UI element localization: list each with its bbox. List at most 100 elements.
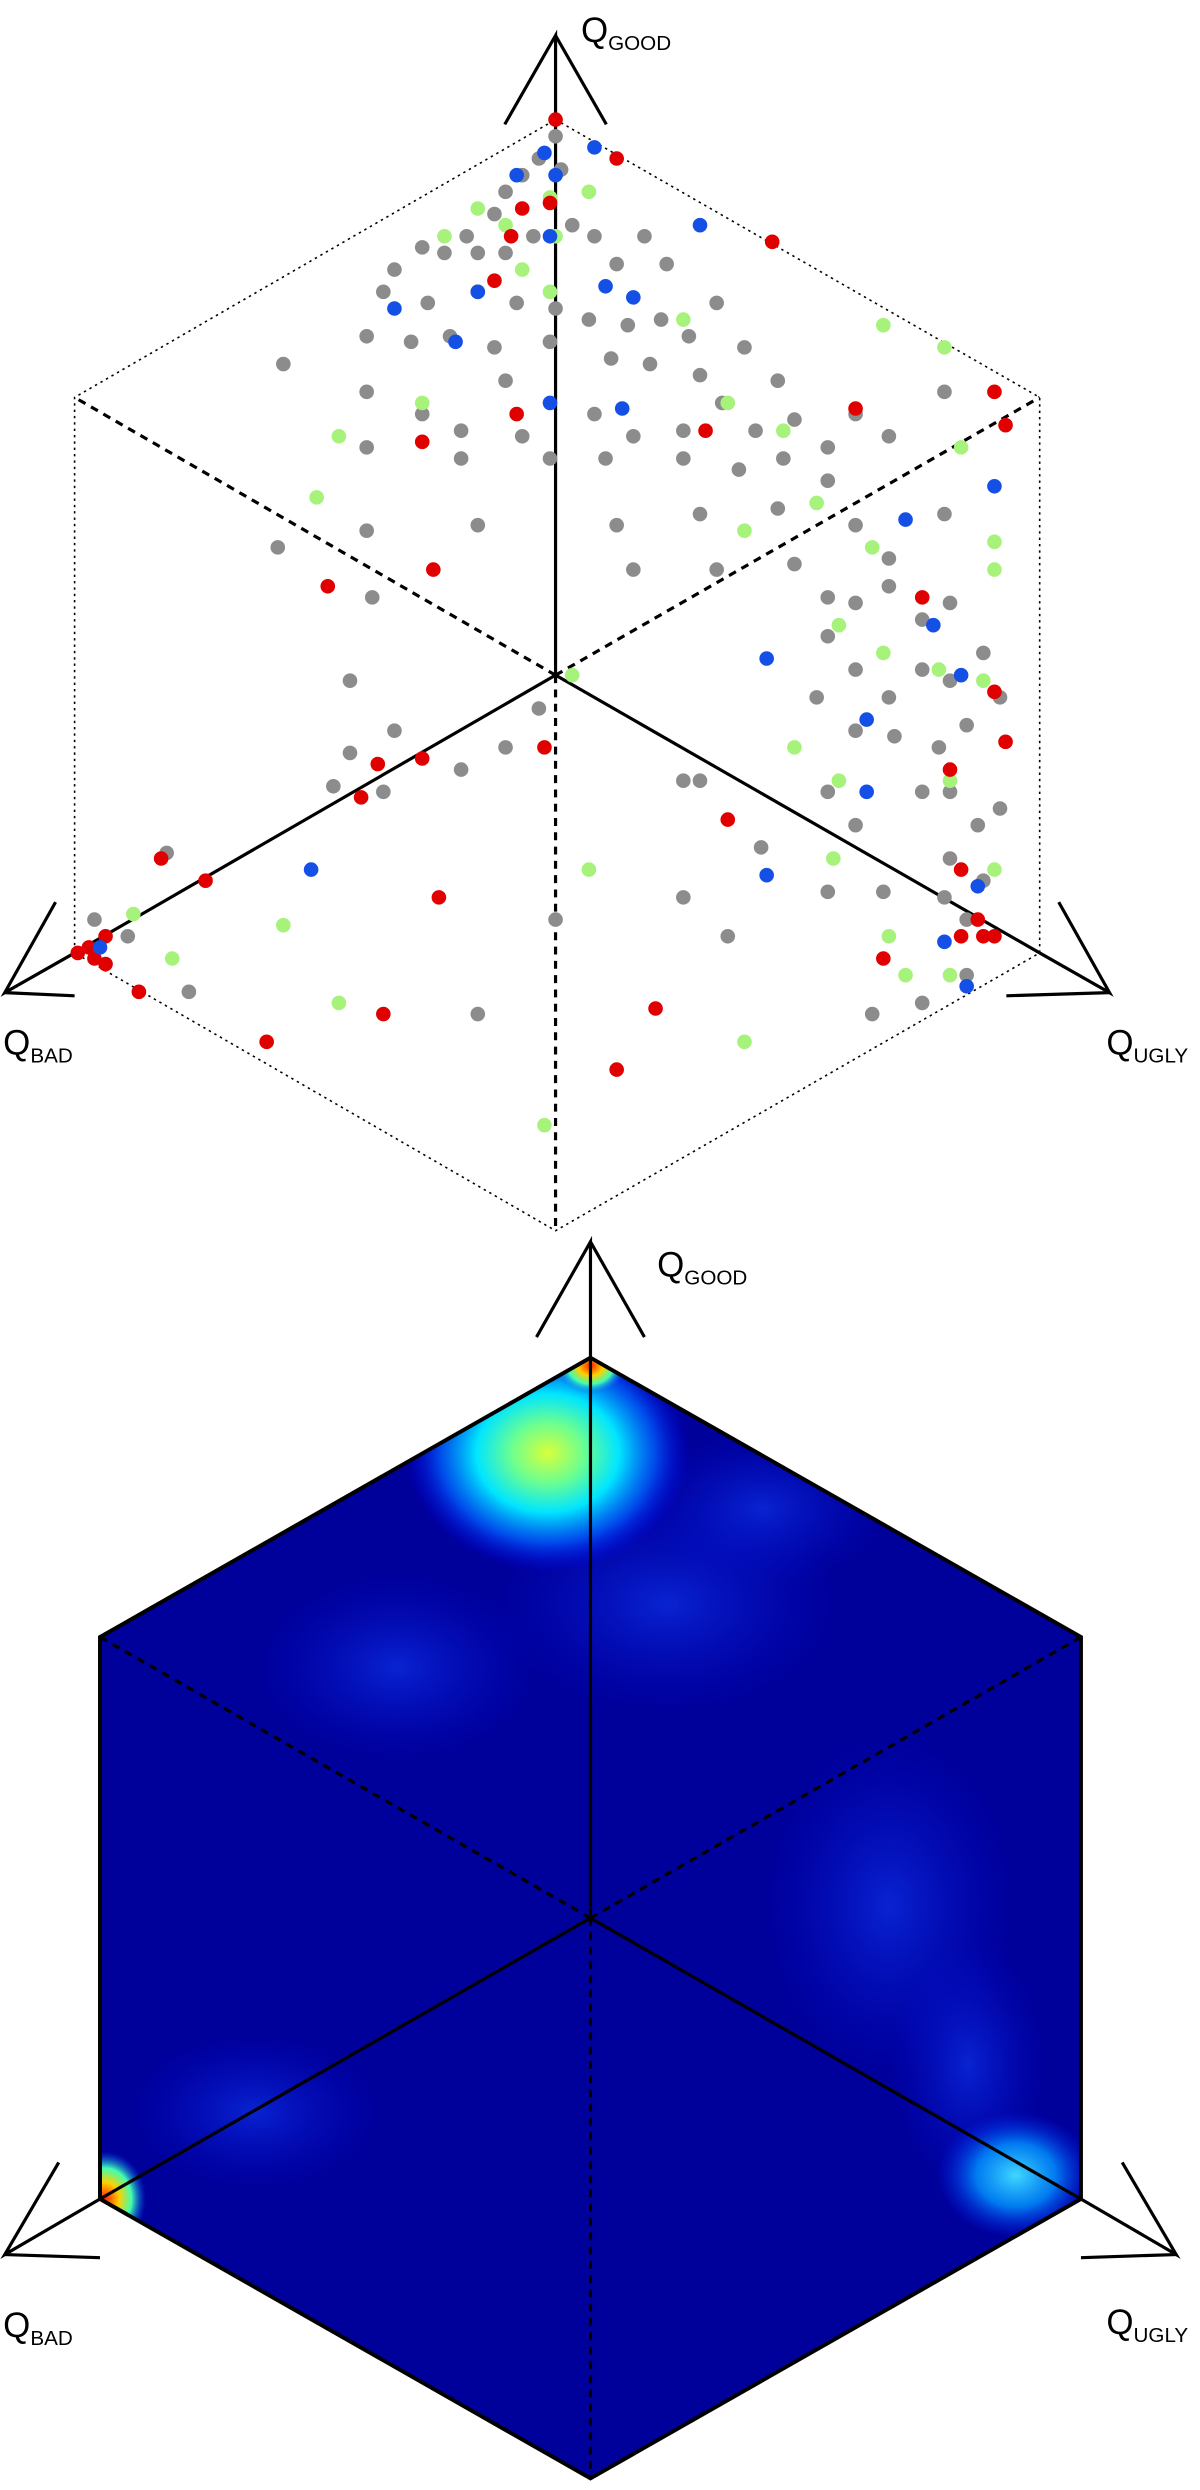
scatter-point — [498, 373, 513, 389]
scatter-point — [509, 167, 524, 183]
scatter-point — [548, 301, 563, 316]
scatter-point — [953, 928, 969, 944]
scatter-point — [959, 978, 974, 994]
scatter-point — [542, 395, 558, 411]
scatter-point — [403, 334, 419, 350]
scatter-point — [637, 228, 652, 244]
scatter-point — [514, 262, 530, 277]
scatter-point — [942, 967, 958, 983]
scatter-point — [859, 784, 874, 800]
scatter-point — [320, 578, 336, 594]
scatter-point — [753, 840, 769, 855]
scatter-point — [537, 740, 552, 755]
scatter-point — [987, 862, 1002, 877]
axis-label-main: Q — [1106, 2303, 1133, 2342]
scatter-point — [548, 128, 563, 144]
scatter-point — [942, 595, 958, 611]
scatter-point — [387, 301, 402, 316]
scatter-point — [776, 423, 791, 439]
scatter-point — [92, 940, 108, 955]
scatter-point — [587, 228, 602, 244]
scatter-point — [459, 228, 474, 244]
scatter-point — [864, 540, 880, 555]
scatter-point — [353, 790, 369, 805]
axis-label-sub: UGLY — [1134, 1044, 1189, 1067]
scatter-point — [881, 428, 897, 444]
scatter-point — [609, 1062, 624, 1077]
scatter-point — [153, 851, 169, 866]
scatter-point — [759, 651, 774, 666]
cube-frame — [0, 1235, 1181, 2481]
scatter-point — [564, 217, 580, 233]
scatter-point — [737, 523, 752, 539]
scatter-points — [70, 112, 1013, 1133]
scatter-point — [898, 512, 913, 527]
scatter-point — [876, 951, 891, 966]
scatter-point — [826, 851, 841, 866]
axis-label-sub: GOOD — [684, 1267, 747, 1290]
scatter-point — [414, 406, 430, 422]
scatter-point — [770, 501, 786, 516]
scatter-point — [709, 295, 724, 311]
scatter-point — [370, 756, 386, 772]
scatter-point — [181, 984, 197, 1000]
scatter-point — [609, 256, 624, 272]
scatter-point — [848, 517, 863, 533]
scatter-point — [498, 245, 513, 261]
scatter-point — [470, 245, 486, 261]
scatter-point — [881, 928, 897, 944]
axis-label-main: Q — [1106, 1024, 1133, 1063]
scatter-point — [453, 451, 469, 466]
scatter-point — [914, 784, 930, 800]
scatter-point — [387, 723, 402, 739]
scatter-point — [414, 751, 430, 766]
scatter-point — [831, 617, 847, 633]
scatter-point — [848, 817, 863, 833]
scatter-point — [692, 506, 708, 522]
scatter-point — [487, 206, 502, 222]
scatter-point — [942, 784, 958, 800]
scatter-point — [692, 367, 708, 383]
scatter-point — [931, 662, 947, 677]
scatter-point — [914, 612, 930, 627]
scatter-point — [81, 940, 97, 955]
scatter-point — [820, 628, 836, 644]
scatter-point — [548, 912, 563, 927]
scatter-point — [376, 284, 391, 300]
scatter-point — [470, 1006, 486, 1022]
scatter-point — [976, 673, 991, 689]
axis-label: QBAD — [3, 2306, 73, 2350]
axis-label-main: Q — [581, 11, 608, 50]
scatter-point — [414, 395, 430, 411]
scatter-point — [676, 890, 691, 905]
scatter-point — [692, 217, 708, 233]
scatter-point — [587, 140, 602, 155]
scatter-point — [120, 928, 136, 944]
scatter-point — [942, 773, 958, 789]
scatter-point — [770, 373, 786, 389]
scatter-point — [692, 773, 708, 789]
scatter-point — [270, 540, 286, 555]
scatter-point — [959, 967, 974, 983]
scatter-point — [820, 590, 836, 605]
scatter-point — [953, 862, 969, 877]
scatter-point — [587, 406, 602, 422]
scatter-point — [748, 423, 763, 439]
scatter-point — [437, 228, 452, 244]
scatter-point — [626, 428, 641, 444]
scatter-point — [698, 423, 713, 439]
scatter-point — [426, 562, 441, 577]
scatter-point — [581, 312, 597, 327]
scatter-point — [164, 951, 180, 966]
scatter-point — [531, 701, 547, 716]
scatter-point — [581, 184, 597, 200]
axis-label: QUGLY — [1106, 1024, 1188, 1068]
scatter-point — [937, 934, 952, 950]
scatter-point — [953, 440, 969, 455]
scatter-point — [514, 201, 530, 216]
scatter-point — [976, 645, 991, 661]
scatter-point — [987, 534, 1002, 550]
scatter-point — [887, 728, 902, 744]
scatter-point — [326, 778, 341, 794]
